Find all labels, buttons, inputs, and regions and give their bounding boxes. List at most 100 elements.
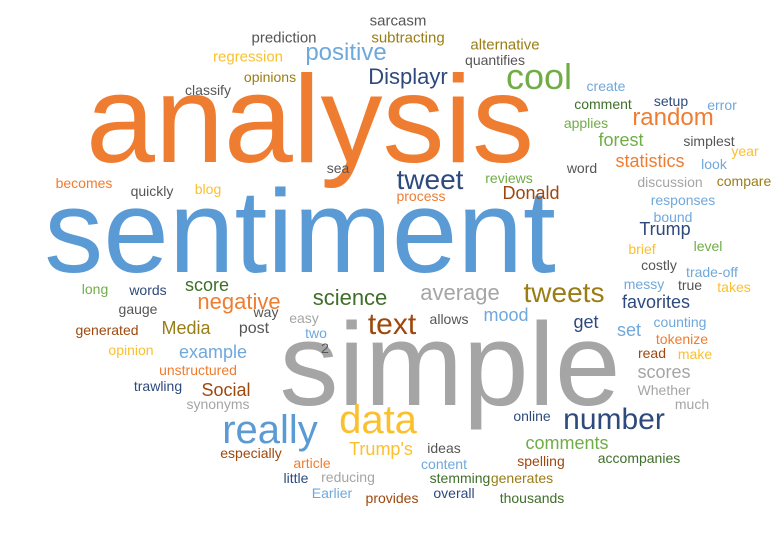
cloud-word: look [701, 156, 727, 172]
cloud-word: number [563, 403, 665, 436]
cloud-word: Social [201, 380, 251, 400]
cloud-word: quickly [130, 183, 174, 199]
cloud-word: level [693, 238, 723, 254]
cloud-word: tokenize [655, 331, 709, 347]
cloud-word: simplest [683, 133, 735, 149]
cloud-word: thousands [499, 490, 565, 506]
cloud-word: tweets [523, 277, 605, 308]
cloud-word: discussion [637, 174, 703, 190]
cloud-word: responses [650, 192, 716, 208]
cloud-word: comments [525, 433, 609, 453]
cloud-word: generated [75, 322, 139, 338]
cloud-word: setup [653, 93, 689, 109]
cloud-word: favorites [621, 292, 691, 312]
cloud-word: data [339, 398, 417, 442]
cloud-word: average [420, 280, 500, 305]
cloud-word: Trump [639, 219, 691, 239]
cloud-word: statistics [615, 151, 685, 171]
cloud-word: counting [653, 314, 707, 330]
cloud-word: Displayr [368, 64, 448, 89]
cloud-word: make [677, 346, 713, 362]
cloud-word: process [396, 188, 446, 204]
cloud-word: blog [194, 181, 222, 197]
cloud-word: provides [365, 490, 419, 506]
cloud-word: Earlier [311, 485, 353, 501]
cloud-word: Donald [502, 183, 560, 203]
cloud-word: trawling [133, 378, 183, 394]
cloud-word: sea [326, 160, 350, 176]
cloud-word: becomes [55, 175, 113, 191]
cloud-word: create [586, 78, 626, 94]
cloud-word: Trump's [349, 439, 413, 459]
cloud-word: opinion [108, 342, 154, 358]
cloud-word: example [178, 342, 248, 362]
cloud-word: science [312, 285, 388, 310]
cloud-word: tweet [396, 164, 464, 195]
cloud-word: simple [279, 299, 621, 431]
cloud-word: content [421, 456, 467, 472]
cloud-word: positive [305, 39, 387, 66]
cloud-word: way [253, 304, 279, 320]
cloud-word: spelling [517, 453, 565, 469]
cloud-word: word [566, 160, 598, 176]
cloud-word: accompanies [597, 450, 681, 466]
cloud-word: little [283, 470, 309, 486]
cloud-word: reducing [321, 469, 375, 485]
cloud-word: takes [717, 279, 751, 295]
cloud-word: comment [574, 96, 632, 112]
cloud-word: sentiment [44, 166, 556, 298]
cloud-word: error [707, 97, 737, 113]
cloud-word: set [616, 320, 642, 340]
cloud-word: allows [429, 311, 469, 327]
cloud-word: read [637, 345, 667, 361]
cloud-word: words [129, 282, 167, 298]
cloud-word: easy [289, 310, 319, 326]
cloud-word: 2 [321, 340, 329, 356]
cloud-word: unstructured [159, 362, 237, 378]
cloud-word: scores [637, 362, 691, 382]
cloud-word: especially [220, 445, 282, 461]
cloud-word: text [367, 308, 417, 341]
cloud-word: get [573, 312, 599, 332]
cloud-word: applies [563, 115, 609, 131]
cloud-word: online [513, 408, 551, 424]
cloud-word: regression [212, 48, 284, 66]
cloud-word: subtracting [371, 29, 445, 47]
cloud-word: score [184, 275, 230, 295]
cloud-word: alternative [470, 36, 540, 54]
cloud-word: generates [490, 470, 554, 486]
cloud-word: article [293, 455, 331, 471]
cloud-word: prediction [251, 29, 317, 47]
cloud-word: messy [623, 276, 665, 292]
cloud-word: reviews [485, 170, 533, 186]
cloud-word: compare [716, 173, 772, 189]
cloud-word: year [731, 143, 759, 159]
cloud-word: much [674, 396, 710, 412]
cloud-word: negative [197, 289, 281, 314]
cloud-word: opinions [243, 69, 297, 85]
cloud-word: post [238, 320, 270, 337]
cloud-word: classify [185, 82, 231, 98]
cloud-word: long [81, 281, 109, 297]
cloud-word: analysis [86, 51, 534, 189]
cloud-word: trade-off [686, 264, 738, 280]
cloud-word: two [305, 325, 327, 341]
cloud-word: synonyms [186, 396, 250, 412]
cloud-word: Media [161, 318, 211, 338]
cloud-word: overall [433, 485, 475, 501]
cloud-word: cool [505, 56, 573, 97]
cloud-word: quantifies [465, 52, 525, 68]
cloud-word: brief [628, 241, 656, 257]
cloud-word: ideas [427, 440, 461, 456]
cloud-word: costly [641, 257, 677, 273]
cloud-word: really [222, 408, 318, 452]
cloud-word: random [632, 104, 714, 131]
cloud-word: mood [483, 305, 529, 325]
cloud-word: gauge [118, 301, 158, 317]
cloud-word: true [677, 277, 703, 293]
cloud-word: stemming [429, 470, 491, 486]
cloud-word: bound [653, 209, 693, 225]
cloud-word: Whether [637, 382, 691, 398]
cloud-word: sarcasm [369, 12, 427, 30]
